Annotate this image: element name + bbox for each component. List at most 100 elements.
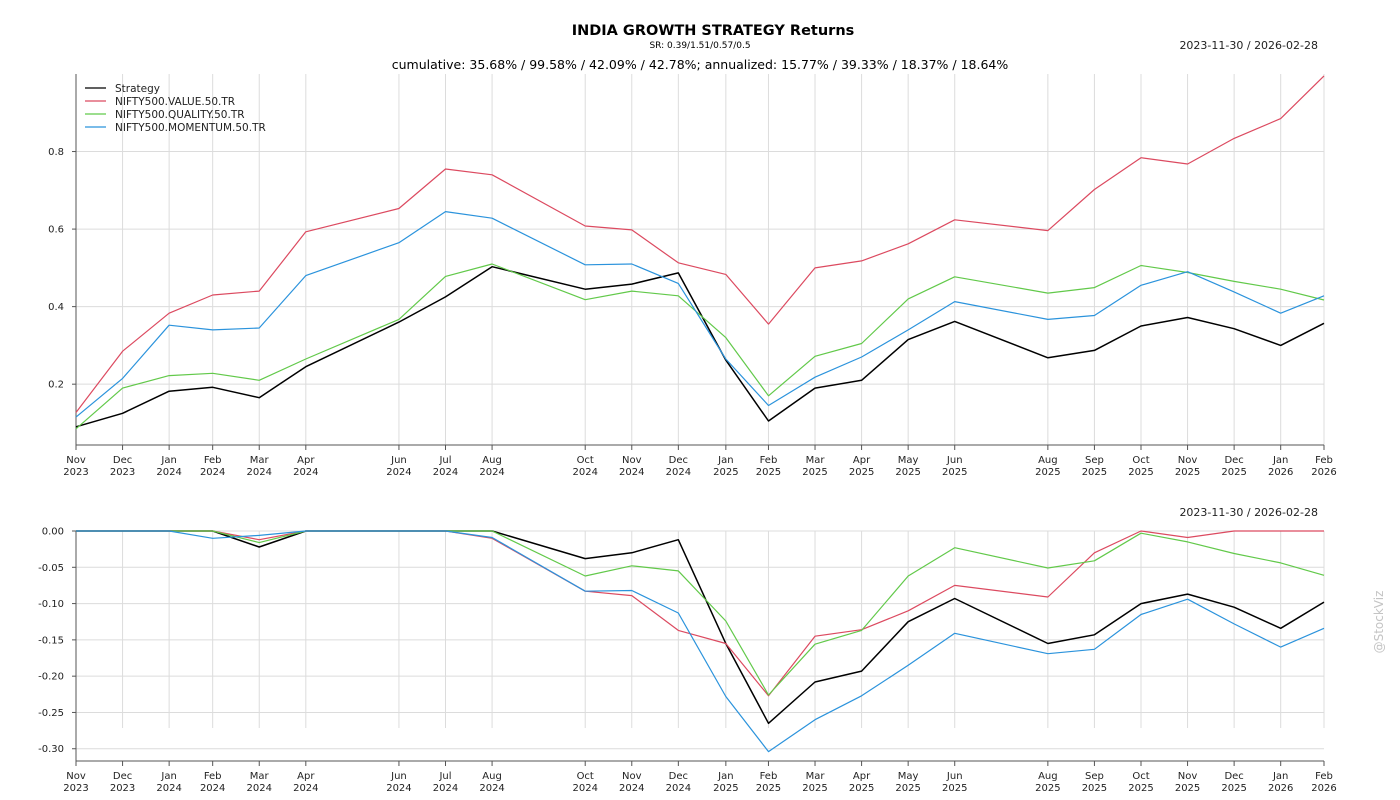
x-tick-label-month: Mar	[806, 455, 826, 466]
x-tick-label-month: Oct	[1132, 771, 1149, 782]
x-tick-label-month: Jan	[1272, 455, 1288, 466]
x-tick-label-month: Oct	[577, 455, 594, 466]
x-tick-label-year: 2024	[247, 783, 272, 794]
series-line-nifty500-momentum-50-tr	[75, 211, 1325, 418]
x-tick-label-month: Jan	[1272, 771, 1288, 782]
y-tick-label: 0.00	[42, 527, 64, 538]
y-tick-label: 0.4	[48, 302, 64, 313]
x-tick-label-month: Oct	[577, 771, 594, 782]
y-tick-label: -0.20	[38, 672, 64, 683]
x-tick-label-month: Aug	[482, 455, 502, 466]
x-tick-label-month: Feb	[760, 771, 778, 782]
x-tick-label-year: 2023	[110, 467, 135, 478]
x-tick-label-year: 2025	[849, 783, 874, 794]
chart-title: INDIA GROWTH STRATEGY Returns	[572, 23, 855, 39]
x-tick-label-month: Dec	[113, 771, 132, 782]
x-tick-label-month: Apr	[297, 771, 315, 782]
series-line-nifty500-quality-50-tr	[76, 530, 1325, 696]
x-tick-label-year: 2024	[293, 783, 318, 794]
x-tick-label-month: Nov	[1178, 771, 1198, 782]
x-tick-label-year: 2024	[247, 467, 272, 478]
x-tick-label-year: 2025	[1221, 467, 1246, 478]
x-tick-label-month: Nov	[622, 771, 642, 782]
x-tick-label-year: 2023	[63, 467, 88, 478]
x-tick-label-year: 2025	[895, 467, 920, 478]
date-range-top: 2023-11-30 / 2026-02-28	[1179, 39, 1318, 52]
drawdown-panel: 0.00-0.05-0.10-0.15-0.20-0.25-0.30Nov202…	[38, 527, 1337, 795]
x-tick-label-month: Oct	[1132, 455, 1149, 466]
x-tick-label-year: 2025	[942, 783, 967, 794]
x-tick-label-month: Feb	[1315, 455, 1333, 466]
x-tick-label-year: 2025	[1035, 467, 1060, 478]
x-tick-label-month: Mar	[806, 771, 826, 782]
x-tick-label-year: 2025	[1035, 783, 1060, 794]
x-tick-label-year: 2025	[756, 467, 781, 478]
x-tick-label-year: 2025	[895, 783, 920, 794]
legend: StrategyNIFTY500.VALUE.50.TRNIFTY500.QUA…	[85, 83, 266, 134]
x-tick-label-month: Apr	[853, 455, 871, 466]
x-tick-label-year: 2024	[572, 467, 597, 478]
x-tick-label-year: 2023	[63, 783, 88, 794]
x-tick-label-year: 2025	[1175, 467, 1200, 478]
y-tick-label: -0.25	[38, 708, 64, 719]
x-tick-label-year: 2024	[200, 467, 225, 478]
x-tick-label-month: Nov	[622, 455, 642, 466]
x-tick-label-year: 2024	[433, 467, 458, 478]
x-tick-label-month: Aug	[482, 771, 502, 782]
x-tick-label-month: May	[898, 455, 919, 466]
x-tick-label-year: 2025	[802, 467, 827, 478]
watermark: @StockViz	[1372, 591, 1386, 654]
x-tick-label-year: 2025	[802, 783, 827, 794]
x-tick-label-year: 2024	[666, 467, 691, 478]
x-tick-label-month: Feb	[760, 455, 778, 466]
x-tick-label-month: Aug	[1038, 455, 1058, 466]
x-tick-label-month: Jun	[390, 771, 407, 782]
x-tick-label-month: Feb	[1315, 771, 1333, 782]
x-tick-label-month: Jul	[438, 771, 451, 782]
series-line-nifty500-value-50-tr	[75, 75, 1325, 413]
x-tick-label-month: Feb	[204, 455, 222, 466]
x-tick-label-month: Dec	[1224, 455, 1243, 466]
x-tick-label-month: Jun	[946, 455, 963, 466]
x-tick-label-year: 2024	[156, 783, 181, 794]
x-tick-label-year: 2025	[942, 467, 967, 478]
x-tick-label-month: Jan	[717, 455, 733, 466]
x-tick-label-year: 2026	[1268, 783, 1293, 794]
legend-label: NIFTY500.VALUE.50.TR	[115, 96, 235, 108]
x-tick-label-year: 2024	[666, 783, 691, 794]
x-tick-label-month: Jul	[438, 455, 451, 466]
x-tick-label-month: Jan	[160, 455, 176, 466]
x-tick-label-year: 2025	[1175, 783, 1200, 794]
x-tick-label-year: 2023	[110, 783, 135, 794]
x-tick-label-year: 2026	[1268, 467, 1293, 478]
x-tick-label-year: 2025	[1221, 783, 1246, 794]
x-tick-label-month: Mar	[250, 455, 270, 466]
x-tick-label-year: 2025	[1128, 783, 1153, 794]
x-tick-label-year: 2025	[849, 467, 874, 478]
x-tick-label-month: Feb	[204, 771, 222, 782]
legend-label: NIFTY500.MOMENTUM.50.TR	[115, 122, 266, 134]
x-tick-label-year: 2025	[1128, 467, 1153, 478]
x-tick-label-month: Jan	[160, 771, 176, 782]
series-line-nifty500-momentum-50-tr	[76, 530, 1325, 753]
returns-panel: 0.20.40.60.8Nov2023Dec2023Jan2024Feb2024…	[48, 74, 1337, 478]
chart-subtitle: SR: 0.39/1.51/0.57/0.5	[649, 41, 750, 51]
x-tick-label-year: 2026	[1311, 467, 1336, 478]
x-tick-label-month: Jan	[717, 771, 733, 782]
x-tick-label-year: 2025	[713, 783, 738, 794]
y-tick-label: -0.15	[38, 635, 64, 646]
x-tick-label-year: 2025	[713, 467, 738, 478]
x-tick-label-month: Aug	[1038, 771, 1058, 782]
x-tick-label-year: 2024	[619, 467, 644, 478]
x-tick-label-year: 2024	[156, 467, 181, 478]
legend-label: Strategy	[115, 83, 160, 95]
x-tick-label-year: 2025	[1082, 467, 1107, 478]
x-tick-label-year: 2025	[756, 783, 781, 794]
x-tick-label-month: Dec	[1224, 771, 1243, 782]
y-tick-label: 0.6	[48, 225, 64, 236]
x-tick-label-year: 2024	[293, 467, 318, 478]
x-tick-label-month: Jun	[946, 771, 963, 782]
legend-label: NIFTY500.QUALITY.50.TR	[115, 109, 245, 121]
x-tick-label-year: 2024	[200, 783, 225, 794]
x-tick-label-year: 2025	[1082, 783, 1107, 794]
